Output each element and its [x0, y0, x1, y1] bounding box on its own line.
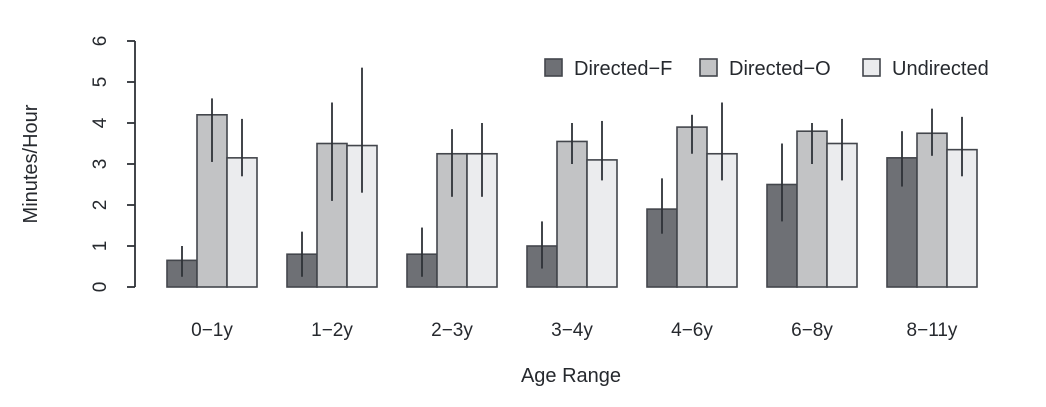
legend-label-2: Undirected: [892, 58, 989, 80]
x-tick-label: 6−8y: [791, 320, 833, 341]
y-tick-label: 5: [90, 77, 111, 88]
legend-label-0: Directed−F: [574, 58, 672, 80]
x-tick-label: 3−4y: [551, 320, 593, 341]
y-tick-label: 3: [90, 159, 111, 170]
bar-2-3: [586, 159, 618, 288]
y-tick-label: 6: [90, 36, 111, 47]
x-axis-title: Age Range: [521, 365, 621, 387]
legend-label-1: Directed−O: [729, 58, 831, 80]
x-tick-label: 8−11y: [907, 320, 958, 341]
legend-swatch-0: [544, 58, 563, 77]
x-tick-label: 0−1y: [191, 320, 233, 341]
y-axis-title: Minutes/Hour: [20, 104, 42, 223]
y-tick-label: 4: [90, 117, 111, 128]
legend-swatch-2: [862, 58, 881, 77]
x-tick-label: 2−3y: [431, 320, 473, 341]
y-tick-label: 2: [90, 200, 111, 211]
y-tick-label: 0: [90, 282, 111, 293]
bar-1-6: [916, 132, 948, 288]
bar-2-0: [226, 157, 258, 288]
y-tick-label: 1: [90, 241, 111, 252]
legend-swatch-1: [699, 58, 718, 77]
x-tick-label: 4−6y: [671, 320, 713, 341]
x-tick-label: 1−2y: [311, 320, 353, 341]
